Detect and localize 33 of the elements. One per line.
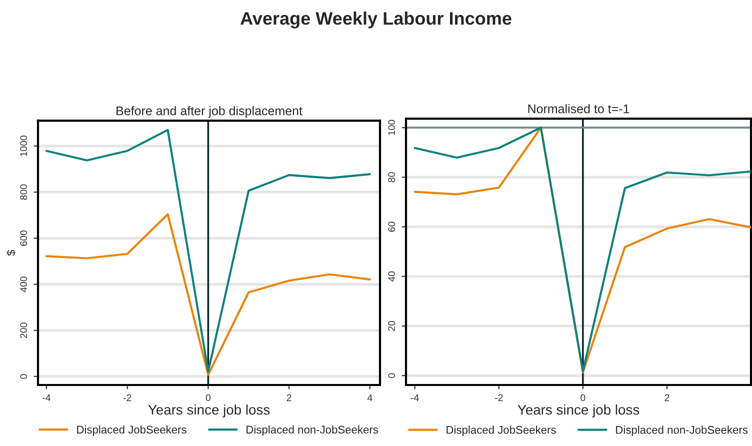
y-tick-label: 600 xyxy=(20,230,28,246)
text: Average Weekly Labour Income xyxy=(240,12,512,28)
x-tick-label: 0 xyxy=(206,394,211,402)
x-tick-label: -4 xyxy=(410,394,419,402)
y-tick-label: 40 xyxy=(388,271,396,282)
x-axis-title: Years since job loss xyxy=(518,404,640,418)
legend-label: Displaced JobSeekers xyxy=(77,425,186,436)
chart-title: Before and after job displacement xyxy=(116,106,302,118)
line-series xyxy=(45,213,371,376)
y-tick-label: 20 xyxy=(388,320,396,331)
y-tick-label: 800 xyxy=(20,184,28,200)
y-tick-label: 100 xyxy=(388,120,396,135)
x-tick-label: -4 xyxy=(42,394,51,402)
y-tick-label: 0 xyxy=(388,373,396,378)
x-tick-label: -2 xyxy=(494,394,503,402)
legend-label: Displaced non-JobSeekers xyxy=(616,426,748,436)
line-series xyxy=(45,128,371,373)
y-tick-label: 1000 xyxy=(20,136,28,156)
x-tick-label: 2 xyxy=(286,394,292,402)
y-axis-title: $ xyxy=(6,250,16,256)
y-tick-label: 60 xyxy=(388,222,396,232)
x-tick-label: -2 xyxy=(123,394,132,402)
x-axis-title: Years since job loss xyxy=(148,404,270,418)
legend-label: Displaced non-JobSeekers xyxy=(246,425,378,436)
x-tick-label: 0 xyxy=(580,394,586,402)
y-tick-label: 0 xyxy=(20,374,28,379)
legend-label: Displaced JobSeekers xyxy=(446,426,556,436)
y-tick-label: 200 xyxy=(20,322,28,338)
y-tick-label: 400 xyxy=(20,276,28,292)
y-tick-label: 80 xyxy=(388,172,396,182)
x-tick-label: 4 xyxy=(367,394,372,402)
chart-title: Normalised to t=-1 xyxy=(528,104,630,114)
x-tick-label: 2 xyxy=(664,394,670,402)
